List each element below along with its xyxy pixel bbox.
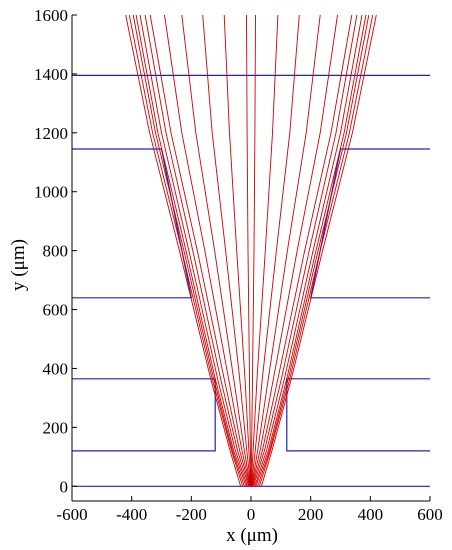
ray-23 (260, 14, 377, 487)
x-tick-label: -400 (116, 505, 147, 524)
ray-3 (135, 14, 247, 487)
ray-5 (144, 14, 250, 487)
x-tick-label: 600 (417, 505, 443, 524)
ray-9 (202, 14, 252, 487)
ray-14 (250, 14, 300, 487)
y-tick-label: 1600 (34, 6, 68, 25)
ray-1 (128, 14, 244, 487)
boundary-3 (72, 148, 193, 299)
ray-6 (149, 14, 250, 487)
boundary-1 (72, 378, 216, 452)
y-tick-label: 0 (60, 477, 69, 496)
x-tick-label: -200 (176, 505, 207, 524)
ray-0 (125, 14, 242, 487)
ray-12 (250, 14, 256, 487)
ray-20 (255, 14, 367, 487)
y-tick-label: 1400 (34, 65, 68, 84)
x-tick-label: -600 (56, 505, 87, 524)
y-tick-label: 1000 (34, 183, 68, 202)
rays-layer (125, 14, 377, 487)
y-tick-label: 1200 (34, 124, 68, 143)
ray-18 (252, 14, 358, 487)
y-tick-label: 200 (43, 418, 69, 437)
x-tick-label: 200 (298, 505, 324, 524)
ray-13 (250, 14, 279, 487)
ray-10 (223, 14, 252, 487)
y-tick-label: 800 (43, 242, 69, 261)
ray-11 (246, 14, 252, 487)
ray-21 (257, 14, 370, 487)
x-axis-title: x (μm) (226, 525, 278, 546)
ray-7 (164, 14, 251, 487)
x-tick-label: 0 (247, 505, 256, 524)
ray-19 (254, 14, 363, 487)
ray-17 (252, 14, 353, 487)
boundaries-layer (72, 74, 430, 487)
x-tick-label: 400 (358, 505, 384, 524)
boundary-4 (309, 148, 430, 299)
ray-2 (132, 14, 245, 487)
ray-8 (181, 14, 251, 487)
y-ticks: 0 200 400 600 800 1000 1200 1400 1600 (34, 6, 77, 496)
ray-16 (251, 14, 338, 487)
y-tick-label: 600 (43, 301, 69, 320)
boundary-2 (286, 378, 430, 452)
x-ticks: -600 -400 -200 0 200 400 600 (56, 496, 443, 524)
ray-15 (251, 14, 321, 487)
axes-layer (71, 15, 430, 502)
ray-4 (139, 14, 248, 487)
y-tick-label: 400 (43, 359, 69, 378)
ray-22 (258, 14, 374, 487)
y-axis-title: y (μm) (8, 239, 29, 291)
